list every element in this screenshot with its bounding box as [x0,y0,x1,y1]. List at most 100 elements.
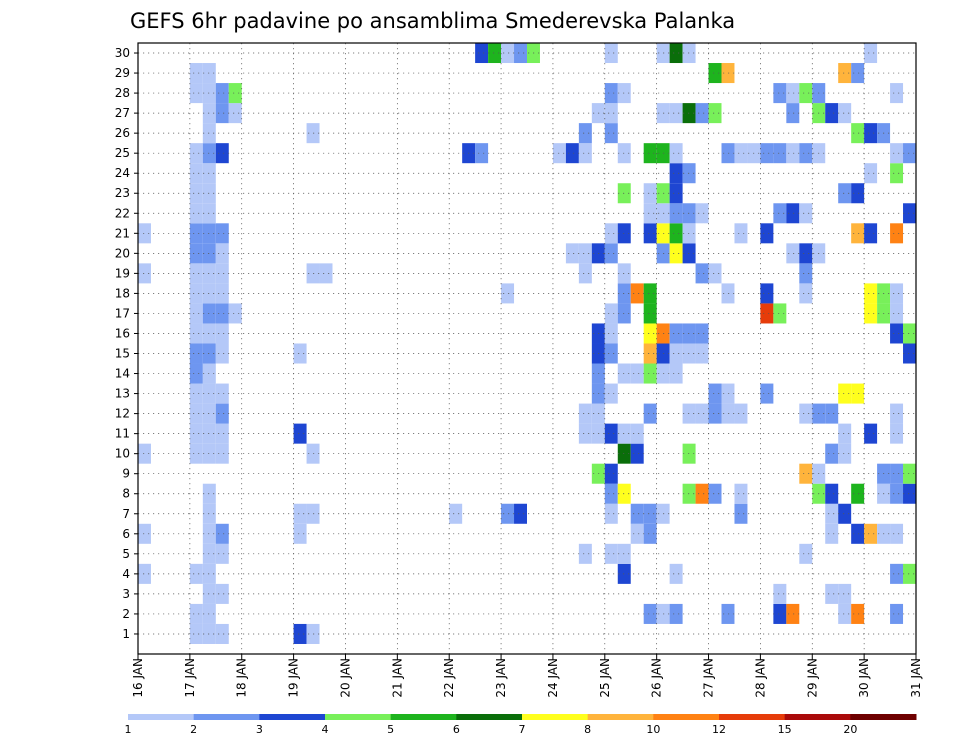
heatmap-cell [202,483,216,504]
heatmap-cell [189,343,203,364]
heatmap-cell [604,323,618,344]
x-tick-label: 20 JAN [338,658,352,698]
heatmap-cell [786,203,800,224]
heatmap-cell [643,603,657,624]
y-tick-label: 9 [122,467,130,481]
heatmap-cell [202,63,216,84]
heatmap-cell [578,123,592,144]
y-tick-label: 20 [115,246,130,260]
plot-frame [137,42,917,655]
heatmap-cell [215,263,229,284]
heatmap-cell [864,283,878,304]
heatmap-cell [695,483,709,504]
heatmap-cell [293,523,307,544]
heatmap-cell [643,363,657,384]
heatmap-cell [669,203,683,224]
heatmap-cell [514,503,527,524]
heatmap-cell [643,203,657,224]
heatmap-cell [215,303,229,324]
heatmap-cell [708,403,722,424]
grid-lines [138,43,916,654]
heatmap-cell [202,163,216,184]
legend-label: 7 [519,723,526,736]
heatmap-cell [617,263,631,284]
x-tick-label: 16 JAN [131,658,145,698]
heatmap-cell [228,83,242,104]
heatmap-cell [838,383,852,404]
x-tick-label: 17 JAN [183,658,197,698]
y-tick-label: 23 [115,186,130,200]
heatmap-cell [630,363,644,384]
heatmap-cell [890,523,904,544]
heatmap-cell [890,163,904,184]
heatmap-cell [215,443,229,464]
heatmap-cell [890,83,904,104]
heatmap-cell [669,363,683,384]
heatmap-cell [669,603,683,624]
heatmap-cell [604,383,618,404]
x-tick-label: 26 JAN [650,658,664,698]
heatmap-cell [215,583,229,604]
heatmap-cell [604,463,618,484]
heatmap-cell [617,423,631,444]
x-axis: 16 JAN 17 JAN 18 JAN 19 JAN 20 JAN 21 JAN 22 J… [131,654,923,698]
heatmap-cell [695,263,709,284]
y-tick-label: 12 [115,407,130,421]
x-tick-label: 28 JAN [753,658,767,698]
heatmap-cell [890,223,904,244]
heatmap-cell [903,323,916,344]
heatmap-cell [864,123,878,144]
legend-swatch [522,714,589,720]
heatmap-cell [838,183,852,204]
legend-swatch [325,714,392,720]
heatmap-cell [202,343,216,364]
y-tick-label: 22 [115,206,130,220]
y-tick-label: 1 [122,627,130,641]
heatmap-cell [215,523,229,544]
heatmap-cell [202,303,216,324]
heatmap-cell [903,563,916,584]
heatmap-cell [138,523,151,544]
heatmap-cell [630,283,644,304]
heatmap-cell [903,463,916,484]
legend-swatch [784,714,851,720]
legend-swatch [390,714,457,720]
heatmap-cell [890,603,904,624]
heatmap-cell [189,383,203,404]
heatmap-cell [189,63,203,84]
heatmap-cell [708,103,722,124]
heatmap-cell [825,483,839,504]
heatmap-cell [851,483,865,504]
heatmap-cell [864,423,878,444]
heatmap-cell [760,303,774,324]
heatmap-cell [669,183,683,204]
heatmap-cell [202,243,216,264]
heatmap-cell [864,43,878,64]
y-tick-label: 13 [115,387,130,401]
heatmap-cell [851,603,865,624]
heatmap-cell [903,483,916,504]
color-legend: 1 2 3 4 5 6 7 8 10 12 15 20 [125,714,917,736]
x-tick-label: 18 JAN [235,658,249,698]
heatmap-cell [215,543,229,564]
heatmap-cell [773,83,787,104]
heatmap-cell [189,143,203,164]
heatmap-cell [799,143,813,164]
heatmap-cell [617,183,631,204]
heatmap-cell [189,563,203,584]
heatmap-cell [138,223,151,244]
heatmap-cell [825,523,839,544]
heatmap-cell [838,443,852,464]
heatmap-cell [669,223,683,244]
heatmap-cell [138,563,151,584]
heatmap-cell [773,203,787,224]
heatmap-cell [760,143,774,164]
heatmap-cell [708,63,722,84]
legend-swatch [128,714,195,720]
heatmap-cell [475,143,489,164]
y-tick-label: 28 [115,86,130,100]
heatmap-cell [514,43,527,64]
heatmap-cell [604,123,618,144]
x-tick-label: 31 JAN [909,658,923,698]
